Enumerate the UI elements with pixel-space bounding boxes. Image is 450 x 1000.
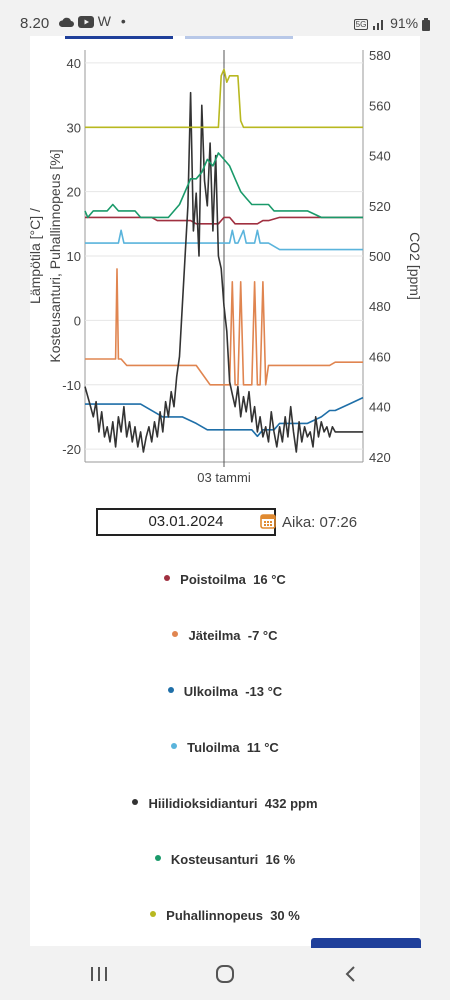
series-line-hiilidioksidianturi <box>84 91 363 453</box>
battery-percent: 91% <box>390 15 419 31</box>
y-left-axis-label-2: Kosteusanturi, Puhallinnopeus [%] <box>47 149 63 362</box>
y-right-tick-label: 420 <box>369 450 391 465</box>
y-left-tick-label: 10 <box>67 249 81 264</box>
status-app-letter: W <box>97 13 111 29</box>
y-right-tick-label: 500 <box>369 249 391 264</box>
legend-label: Tuloilma <box>187 740 240 755</box>
y-right-tick-label: 560 <box>369 98 391 113</box>
time-label: Aika: 07:26 <box>282 514 358 531</box>
legend-value: 16 °C <box>253 572 286 587</box>
legend-item-tuloilma[interactable]: Tuloilma 11 °C <box>0 740 450 755</box>
y-left-tick-label: 40 <box>67 56 81 71</box>
y-right-tick-label: 440 <box>369 400 391 415</box>
legend-value: 11 °C <box>246 740 279 755</box>
y-left-axis-label: Lämpötila [°C] / <box>27 208 43 304</box>
tab-indicator-right[interactable] <box>185 36 293 39</box>
content-card <box>30 36 420 946</box>
battery-icon <box>422 17 430 31</box>
legend-value: 432 ppm <box>264 796 318 811</box>
series-line-tuloilma <box>85 229 363 251</box>
series-line-kosteusanturi <box>84 152 363 219</box>
legend-dot <box>172 630 179 637</box>
series-line-poistoilma <box>85 216 363 225</box>
y-left-tick-label: -10 <box>62 378 81 393</box>
legend-value: -7 °C <box>247 628 278 643</box>
legend-dot <box>167 686 174 693</box>
date-input[interactable]: 03.01.2024 <box>96 508 276 536</box>
bottom-action-button[interactable] <box>311 938 421 948</box>
legend-label: Jäteilma <box>188 628 241 643</box>
legend-label: Ulkoilma <box>183 684 238 699</box>
y-left-tick-label: -20 <box>62 442 81 457</box>
y-right-tick-label: 480 <box>369 299 391 314</box>
y-left-tick-label: 20 <box>67 185 81 200</box>
network-type: 5G <box>353 18 369 30</box>
legend-value: 30 % <box>270 908 300 923</box>
calendar-icon[interactable] <box>260 513 276 529</box>
legend-dot <box>150 910 157 917</box>
back-icon[interactable] <box>336 962 366 986</box>
y-right-tick-label: 520 <box>369 199 391 214</box>
x-tick-label: 03 tammi <box>197 470 251 485</box>
y-right-tick-label: 460 <box>369 349 391 364</box>
legend-item-jateilma[interactable]: Jäteilma -7 °C <box>0 628 450 643</box>
y-right-tick-label: 540 <box>369 149 391 164</box>
status-right: 5G 91% <box>353 15 430 31</box>
y-right-tick-label: 580 <box>369 48 391 63</box>
cloud-icon <box>58 18 74 28</box>
navigation-bar <box>0 948 450 1000</box>
y-right-axis-label: CO2 [ppm] <box>407 232 423 300</box>
legend-item-puhallinnopeus[interactable]: Puhallinnopeus 30 % <box>0 908 450 923</box>
legend-item-hiilidioksidianturi[interactable]: Hiilidioksidianturi 432 ppm <box>0 796 450 811</box>
sensor-chart: 40 30 20 10 0 -10 -20 580 560 540 520 500 480 460 440 4… <box>27 48 423 485</box>
home-icon[interactable] <box>210 962 240 986</box>
legend-label: Puhallinnopeus <box>166 908 263 923</box>
legend-dot <box>132 798 139 805</box>
legend-item-poistoilma[interactable]: Poistoilma 16 °C <box>0 572 450 587</box>
series-line-j-teilma <box>85 268 363 386</box>
y-left-tick-label: 30 <box>67 120 81 135</box>
legend-value: -13 °C <box>245 684 283 699</box>
legend-item-ulkoilma[interactable]: Ulkoilma -13 °C <box>0 684 450 699</box>
legend-item-kosteusanturi[interactable]: Kosteusanturi 16 % <box>0 852 450 867</box>
legend-label: Kosteusanturi <box>170 852 259 867</box>
tab-indicator-left[interactable] <box>65 36 173 39</box>
legend-dot <box>154 854 161 861</box>
status-dot: • <box>120 13 126 29</box>
signal-icon <box>373 20 384 31</box>
youtube-icon <box>77 16 94 29</box>
recent-apps-icon[interactable] <box>84 962 114 986</box>
series-line-ulkoilma <box>85 396 364 438</box>
legend-value: 16 % <box>265 852 296 867</box>
legend-dot <box>171 742 178 749</box>
legend-dot <box>164 574 171 581</box>
status-time: 8.20 <box>20 15 50 32</box>
status-app-icons: W • <box>58 13 126 29</box>
y-left-tick-label: 0 <box>74 313 81 328</box>
series-line-puhallinnopeus <box>85 68 363 129</box>
legend-label: Poistoilma <box>180 572 246 587</box>
legend-label: Hiilidioksidianturi <box>148 796 258 811</box>
